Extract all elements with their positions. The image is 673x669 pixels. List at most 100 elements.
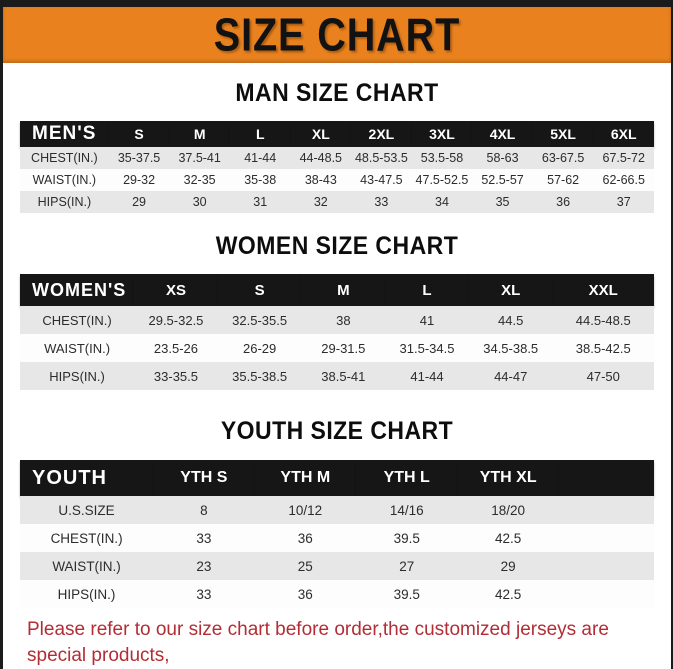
row-label: HIPS(IN.) [20,362,135,390]
row-label: WAIST(IN.) [20,334,135,362]
column-header [558,460,654,496]
table-cell [558,580,654,608]
man-size-section: MAN SIZE CHART MEN'S S M L XL 2XL 3XL 4XL 5XL 6XL… [20,79,654,213]
table-cell: 18/20 [457,496,559,524]
table-cell [558,524,654,552]
table-cell: 36 [254,580,356,608]
table-row: HIPS(IN.) 33-35.5 35.5-38.5 38.5-41 41-44 44-… [20,362,654,390]
table-cell: 47.5-52.5 [411,169,473,191]
table-cell: 8 [153,496,255,524]
youth-table-body: U.S.SIZE 8 10/12 14/16 18/20 CHEST(IN.) 33 36 39… [20,496,654,608]
table-row: CHEST(IN.) 33 36 39.5 42.5 [20,524,654,552]
table-corner-label: YOUTH [20,460,154,496]
table-cell: 41-44 [385,362,469,390]
table-cell: 52.5-57 [472,169,533,191]
table-cell: 48.5-53.5 [351,147,412,169]
table-cell: 35-37.5 [108,147,170,169]
women-size-table: WOMEN'S XS S M L XL XXL CHEST(IN.) 29.5-32.5 32.… [20,274,654,390]
table-cell: 38.5-42.5 [552,334,654,362]
column-header: 2XL [351,121,412,147]
table-cell: 43-47.5 [351,169,412,191]
table-cell: 31.5-34.5 [385,334,469,362]
table-cell [558,496,654,524]
table-row: WAIST(IN.) 29-32 32-35 35-38 38-43 43-47.5 47.… [20,169,654,191]
page-title: SIZE CHART [213,7,461,62]
table-cell [558,552,654,580]
table-cell: 10/12 [254,496,356,524]
table-cell: 44.5 [468,306,553,334]
table-cell: 44-48.5 [290,147,352,169]
column-header: XXL [552,274,654,306]
table-cell: 35-38 [229,169,291,191]
table-cell: 44-47 [468,362,553,390]
column-header: M [301,274,386,306]
table-cell: 14/16 [356,496,458,524]
column-header: 4XL [472,121,533,147]
table-cell: 23 [153,552,255,580]
women-size-section: WOMEN SIZE CHART WOMEN'S XS S M L XL XXL CHEST… [20,232,654,390]
table-cell: 32-35 [169,169,230,191]
table-cell: 38-43 [290,169,352,191]
content-area: MAN SIZE CHART MEN'S S M L XL 2XL 3XL 4XL 5XL 6XL… [3,79,671,608]
column-header: YTH L [356,460,458,496]
row-label: CHEST(IN.) [20,147,109,169]
table-cell: 26-29 [217,334,302,362]
table-cell: 62-66.5 [593,169,654,191]
table-cell: 33 [153,524,255,552]
table-cell: 42.5 [457,580,559,608]
table-corner-label: WOMEN'S [20,274,135,306]
column-header: XL [290,121,352,147]
column-header: 6XL [593,121,654,147]
column-header: M [169,121,230,147]
column-header: YTH M [254,460,356,496]
column-header: YTH XL [457,460,559,496]
row-label: CHEST(IN.) [20,306,135,334]
footer-note: Please refer to our size chart before or… [3,617,671,669]
column-header: S [108,121,170,147]
table-cell: 29-32 [108,169,170,191]
table-cell: 58-63 [472,147,533,169]
table-cell: 27 [356,552,458,580]
women-table-body: CHEST(IN.) 29.5-32.5 32.5-35.5 38 41 44.5 44.5… [20,306,654,390]
table-corner-label: MEN'S [20,121,109,147]
table-cell: 39.5 [356,580,458,608]
title-banner: SIZE CHART [3,7,671,63]
table-cell: 29-31.5 [301,334,386,362]
column-header: L [229,121,291,147]
man-table-body: CHEST(IN.) 35-37.5 37.5-41 41-44 44-48.5 48.5… [20,147,654,213]
table-cell: 31 [229,191,291,213]
header-row: MEN'S S M L XL 2XL 3XL 4XL 5XL 6XL [20,121,654,147]
table-cell: 23.5-26 [134,334,218,362]
man-size-table: MEN'S S M L XL 2XL 3XL 4XL 5XL 6XL CHEST(IN.) 35-3… [20,121,654,213]
table-row: U.S.SIZE 8 10/12 14/16 18/20 [20,496,654,524]
column-header: 5XL [532,121,594,147]
table-cell: 53.5-58 [411,147,473,169]
row-label: HIPS(IN.) [20,580,154,608]
table-cell: 29 [108,191,170,213]
table-cell: 41-44 [229,147,291,169]
youth-table-header: YOUTH YTH S YTH M YTH L YTH XL [20,460,654,496]
women-section-heading: WOMEN SIZE CHART [215,232,459,260]
man-table-header: MEN'S S M L XL 2XL 3XL 4XL 5XL 6XL [20,121,654,147]
table-cell: 34 [411,191,473,213]
table-row: CHEST(IN.) 29.5-32.5 32.5-35.5 38 41 44.5 44.5… [20,306,654,334]
column-header: 3XL [411,121,473,147]
table-cell: 38 [301,306,386,334]
table-row: WAIST(IN.) 23 25 27 29 [20,552,654,580]
table-cell: 30 [169,191,230,213]
youth-size-section: YOUTH SIZE CHART YOUTH YTH S YTH M YTH L YTH… [20,417,654,608]
row-label: U.S.SIZE [20,496,154,524]
table-cell: 33-35.5 [134,362,218,390]
table-cell: 36 [254,524,356,552]
table-cell: 67.5-72 [593,147,654,169]
table-row: HIPS(IN.) 29 30 31 32 33 34 35 36 37 [20,191,654,213]
youth-section-heading: YOUTH SIZE CHART [220,417,454,445]
column-header: XL [468,274,553,306]
table-cell: 63-67.5 [532,147,594,169]
row-label: HIPS(IN.) [20,191,109,213]
table-cell: 32 [290,191,352,213]
table-cell: 42.5 [457,524,559,552]
footer-line-1: Please refer to our size chart before or… [27,619,609,666]
table-cell: 39.5 [356,524,458,552]
